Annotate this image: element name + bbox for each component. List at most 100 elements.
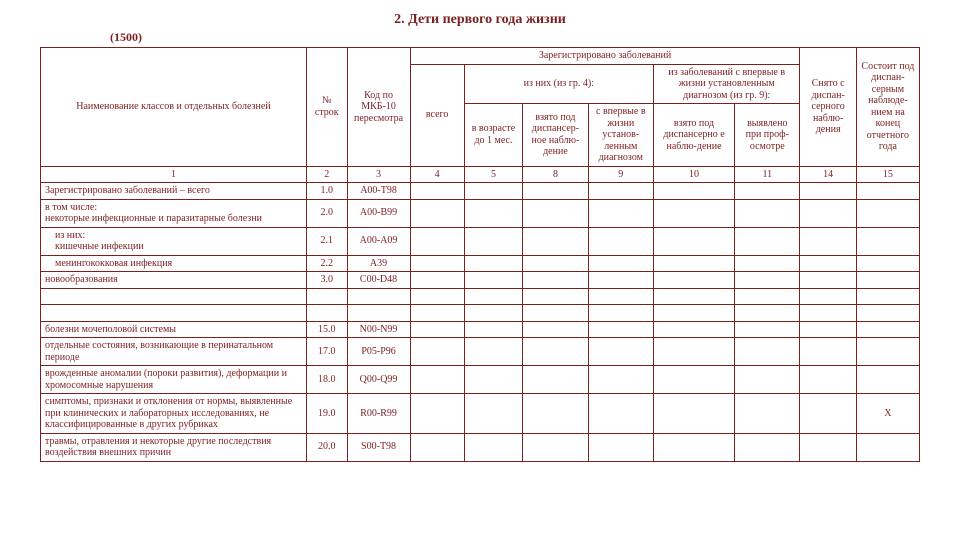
data-cell [588, 338, 653, 366]
data-cell [800, 183, 856, 200]
data-cell [856, 227, 919, 255]
h-vzato8: взято под диспансер-ное наблю-дение [523, 104, 588, 167]
data-cell [588, 255, 653, 272]
data-cell [800, 227, 856, 255]
data-cell [735, 321, 800, 338]
row-name: новообразования [41, 272, 307, 289]
data-cell [410, 199, 464, 227]
row-name: из них: кишечные инфекции [41, 227, 307, 255]
table-row: врожденные аномалии (пороки развития), д… [41, 366, 920, 394]
coln: 8 [523, 166, 588, 183]
data-cell [464, 321, 523, 338]
coln: 9 [588, 166, 653, 183]
table-row: из них: кишечные инфекции2.1A00-A09 [41, 227, 920, 255]
h-col1: Наименование классов и отдельных болезне… [41, 48, 307, 167]
data-cell [464, 338, 523, 366]
data-cell [800, 321, 856, 338]
data-cell [464, 366, 523, 394]
data-cell [588, 199, 653, 227]
data-cell [800, 366, 856, 394]
data-cell [856, 272, 919, 289]
data-cell [653, 338, 734, 366]
data-cell [653, 272, 734, 289]
data-cell [856, 199, 919, 227]
data-cell [653, 366, 734, 394]
h-snyato: Снято с диспан-серного наблю-дения [800, 48, 856, 167]
h-col2: № строк [306, 48, 347, 167]
data-cell [464, 255, 523, 272]
table-row: травмы, отравления и некоторые другие по… [41, 433, 920, 461]
data-cell [410, 183, 464, 200]
data-cell [410, 321, 464, 338]
data-cell [588, 366, 653, 394]
coln: 15 [856, 166, 919, 183]
data-cell [464, 394, 523, 434]
data-cell [653, 199, 734, 227]
data-cell [523, 366, 588, 394]
row-name: травмы, отравления и некоторые другие по… [41, 433, 307, 461]
row-num: 18.0 [306, 366, 347, 394]
data-cell [653, 321, 734, 338]
data-cell [523, 433, 588, 461]
data-cell [523, 338, 588, 366]
row-name: симптомы, признаки и отклонения от нормы… [41, 394, 307, 434]
row-name: менингококковая инфекция [41, 255, 307, 272]
row-code: S00-T98 [347, 433, 410, 461]
h-vsego: всего [410, 64, 464, 166]
data-cell [735, 366, 800, 394]
row-num: 2.0 [306, 199, 347, 227]
data-cell: Х [856, 394, 919, 434]
row-num: 20.0 [306, 433, 347, 461]
h-izgr4: из них (из гр. 4): [464, 64, 653, 104]
row-code: A39 [347, 255, 410, 272]
row-name: в том числе: некоторые инфекционные и па… [41, 199, 307, 227]
column-number-row: 1 2 3 4 5 8 9 10 11 14 15 [41, 166, 920, 183]
coln: 5 [464, 166, 523, 183]
table-row: отдельные состояния, возникающие в перин… [41, 338, 920, 366]
data-cell [588, 321, 653, 338]
data-cell [588, 227, 653, 255]
form-number: (1500) [110, 30, 920, 45]
coln: 10 [653, 166, 734, 183]
table-row: болезни мочеполовой системы15.0N00-N99 [41, 321, 920, 338]
data-cell [856, 338, 919, 366]
h-reg: Зарегистрировано заболеваний [410, 48, 800, 65]
data-cell [523, 394, 588, 434]
coln: 14 [800, 166, 856, 183]
data-cell [410, 394, 464, 434]
coln: 1 [41, 166, 307, 183]
data-cell [410, 366, 464, 394]
row-code: A00-T98 [347, 183, 410, 200]
data-cell [856, 321, 919, 338]
h-col3: Код по МКБ-10 пересмотра [347, 48, 410, 167]
data-cell [735, 394, 800, 434]
row-code: A00-B99 [347, 199, 410, 227]
row-num: 3.0 [306, 272, 347, 289]
row-name: болезни мочеполовой системы [41, 321, 307, 338]
data-cell [800, 433, 856, 461]
section-title: 2. Дети первого года жизни [40, 12, 920, 28]
data-cell [464, 272, 523, 289]
data-cell [800, 272, 856, 289]
data-cell [653, 394, 734, 434]
data-cell [523, 183, 588, 200]
table-row: менингококковая инфекция2.2A39 [41, 255, 920, 272]
data-cell [735, 255, 800, 272]
data-cell [523, 272, 588, 289]
data-cell [464, 183, 523, 200]
row-num: 2.2 [306, 255, 347, 272]
data-cell [856, 366, 919, 394]
data-cell [523, 321, 588, 338]
data-cell [464, 433, 523, 461]
data-cell [410, 433, 464, 461]
data-cell [800, 394, 856, 434]
data-cell [653, 183, 734, 200]
row-name: Зарегистрировано заболеваний – всего [41, 183, 307, 200]
row-code: Q00-Q99 [347, 366, 410, 394]
table-row: в том числе: некоторые инфекционные и па… [41, 199, 920, 227]
h-sostoit: Состоит под диспан-серным наблюде-нием н… [856, 48, 919, 167]
data-cell [653, 433, 734, 461]
table-row: симптомы, признаки и отклонения от нормы… [41, 394, 920, 434]
data-cell [523, 227, 588, 255]
row-code: P05-P96 [347, 338, 410, 366]
